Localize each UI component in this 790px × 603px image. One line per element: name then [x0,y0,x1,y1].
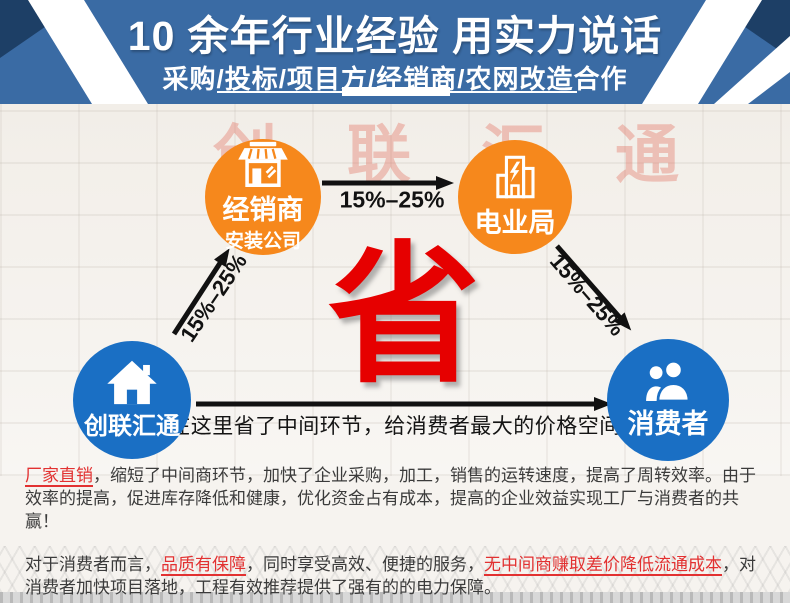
discount-label-top: 15%–25% [339,186,445,213]
paragraph-consumer-part2: ，同时享受高效、便捷的服务， [246,555,484,574]
save-character: 省 [328,231,480,401]
paragraph-consumer-benefit: 对于消费者而言，品质有保障，同时享受高效、便捷的服务，无中间商赚取差价降低流通成… [25,553,767,599]
node-power-bureau: 电业局 [458,140,572,254]
diagram-caption: 在这里省了中间环节，给消费者最大的价格空间 [169,415,621,438]
house-icon [106,359,158,410]
paragraph-consumer-part1: 对于消费者而言， [25,555,161,574]
header-banner: 10 余年行业经验 用实力说话 采购/投标/项目方/经销商/农网改造合作 [0,0,790,104]
node-dealer-subtitle: 安装公司 [224,231,301,253]
node-power-title: 电业局 [474,208,556,239]
node-dealer: 经销商 安装公司 [205,139,321,255]
paragraph-factory-direct-text: ，缩短了中间商环节，加快了企业采购，加工，销售的运转速度，提高了周转效率。由于效… [25,466,756,531]
header-divider-block [342,87,450,96]
header-decor [0,0,790,104]
node-company-title: 创联汇通 [84,413,180,441]
gate-strip [0,592,790,603]
node-consumer: 消费者 [607,339,729,461]
fence-lattice [0,546,790,592]
node-company: 创联汇通 [73,341,191,459]
consumers-icon [640,359,696,406]
highlight-no-middleman: 无中间商赚取差价降低流通成本 [484,555,722,576]
storefront-icon [236,141,290,192]
highlight-factory-direct: 厂家直销 [25,466,93,487]
power-building-icon [491,154,539,205]
node-dealer-title: 经销商 [222,194,304,225]
paragraph-factory-direct: 厂家直销，缩短了中间商环节，加快了企业采购，加工，销售的运转速度，提高了周转效率… [25,464,767,533]
node-consumer-title: 消费者 [627,409,709,440]
page-title: 10 余年行业经验 用实力说话 [127,13,663,59]
highlight-quality-guarantee: 品质有保障 [161,555,246,576]
description-paragraphs: 厂家直销，缩短了中间商环节，加快了企业采购，加工，销售的运转速度，提高了周转效率… [25,464,767,599]
paragraph-consumer-part3: ，对消费者加快项目落地，工程有效推荐提供了强有的的电力保障。 [25,555,756,597]
